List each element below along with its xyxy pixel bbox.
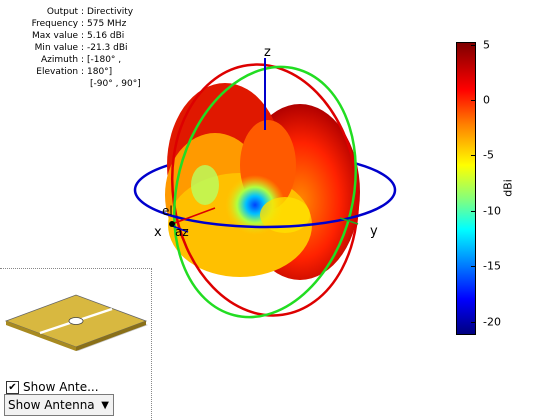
info-key: Elevation : [36, 67, 84, 77]
colorbar-tick-label: -15 [483, 259, 501, 273]
z-axis-label: z [264, 45, 271, 60]
chevron-down-icon[interactable]: ▼ [101, 399, 109, 411]
patch-antenna-edge [6, 321, 76, 351]
colorbar-unit-label: dBi [501, 179, 515, 197]
info-row-max: Max value : 5.16 dBi [0, 30, 141, 42]
info-value: -21.3 dBi [87, 43, 128, 53]
info-key: Output : [46, 7, 84, 17]
colorbar-tickmark [471, 155, 476, 156]
radiation-pattern-surface [165, 83, 360, 280]
colorbar-gradient [456, 42, 476, 335]
colorbar-tick-label: -5 [483, 148, 494, 162]
y-axis-outer [339, 217, 359, 225]
radiation-pattern-plot[interactable]: z y x el az [0, 0, 440, 330]
feed-point [68, 317, 84, 325]
origin-marker [169, 221, 175, 227]
azimuth-circle-front [133, 189, 397, 229]
dropdown-value: Show Antenna [8, 398, 95, 412]
y-axis-inner [171, 207, 216, 225]
info-row-azimuth: Azimuth : [-180° , [0, 54, 141, 66]
info-value: 180°] [87, 67, 113, 77]
checkbox-label: Show Ante... [23, 380, 99, 394]
elevation-circle-green [173, 65, 357, 319]
info-value: 575 MHz [87, 19, 127, 29]
antenna-preview-panel [0, 268, 152, 420]
colorbar-tickmark [471, 45, 476, 46]
info-key: Min value : [34, 43, 84, 53]
info-key: Azimuth : [41, 55, 84, 65]
y-axis-label: y [370, 224, 378, 239]
patch-antenna-edge [76, 321, 146, 351]
azimuth-axis-label: az [175, 225, 189, 239]
colorbar-tick-label: 5 [483, 38, 490, 52]
info-row-output: Output : Directivity [0, 6, 141, 18]
colorbar-tick-label: -20 [483, 315, 501, 329]
info-row-min: Min value : -21.3 dBi [0, 42, 141, 54]
elevation-axis-label: el [162, 204, 173, 218]
colorbar-tick-label: -10 [483, 204, 501, 218]
checkbox-check-icon[interactable]: ✔ [6, 380, 19, 394]
info-value: Directivity [87, 7, 134, 17]
show-antenna-checkbox[interactable]: ✔ Show Ante... [6, 380, 99, 394]
colorbar-tickmark [471, 211, 476, 212]
x-axis-label: x [154, 225, 162, 240]
colorbar-tick-label: 0 [483, 93, 490, 107]
pattern-info-panel: Output : Directivity Frequency : 575 MHz… [0, 6, 141, 90]
colorbar-tickmark [471, 266, 476, 267]
colorbar-tickmark [471, 322, 476, 323]
info-row-frequency: Frequency : 575 MHz [0, 18, 141, 30]
colorbar-tickmark [471, 100, 476, 101]
info-value: [-180° , [87, 55, 122, 65]
info-elevation-range: [-90° , 90°] [90, 79, 141, 89]
antenna-display-dropdown[interactable]: Show Antenna ▼ [4, 394, 114, 416]
info-value: 5.16 dBi [87, 31, 125, 41]
info-key: Max value : [32, 31, 84, 41]
info-key: Frequency : [31, 19, 84, 29]
antenna-preview[interactable] [0, 269, 150, 379]
info-row-elevation: Elevation : 180°] [0, 66, 141, 78]
